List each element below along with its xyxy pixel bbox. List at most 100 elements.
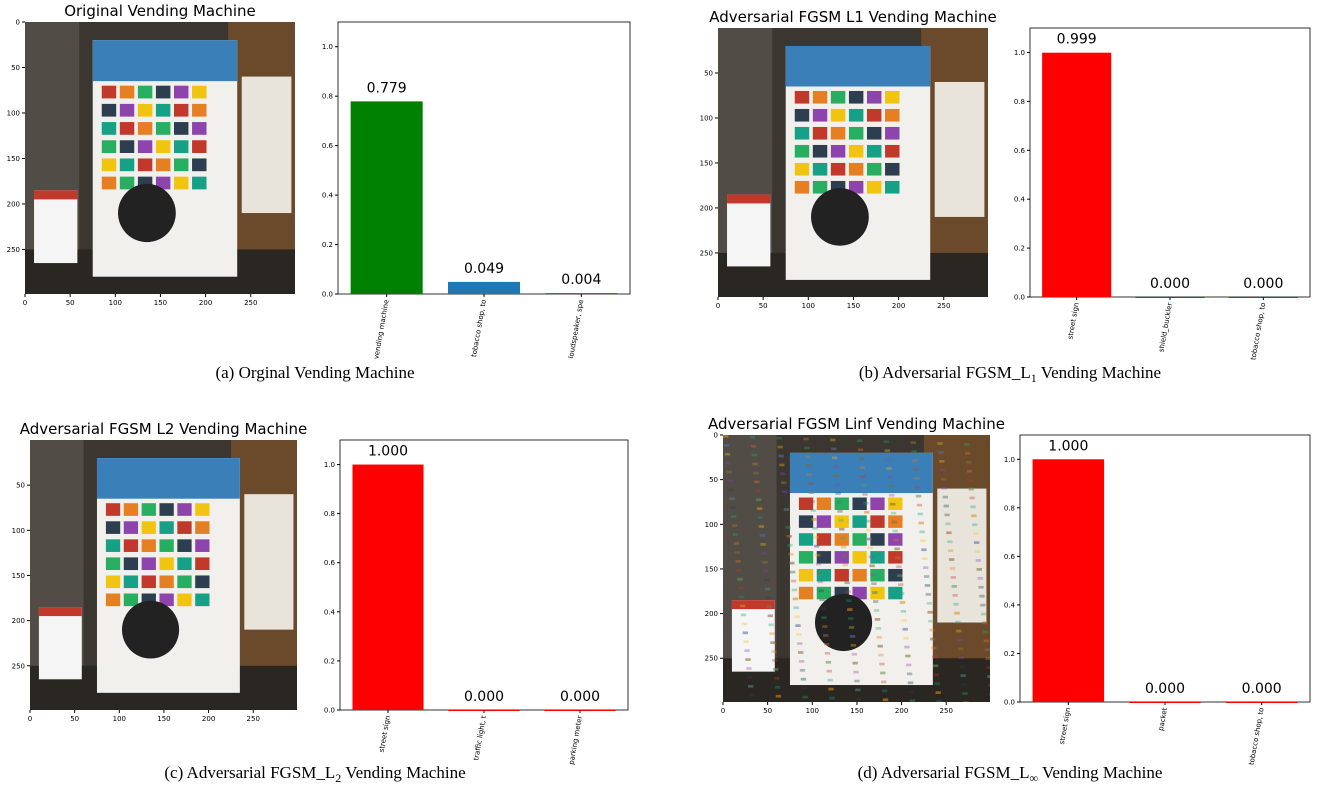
photo-part [834, 568, 849, 582]
noise [926, 601, 932, 605]
photo-part [155, 140, 171, 153]
y-tick-label: 100 [700, 114, 713, 122]
noise [850, 643, 857, 647]
noise [924, 584, 931, 587]
noise [823, 643, 830, 646]
noise [815, 562, 822, 566]
noise [851, 652, 857, 656]
noise [938, 451, 944, 454]
photo-part [866, 144, 882, 158]
noise [771, 650, 777, 653]
y-tick-label: 1.0 [1004, 456, 1015, 464]
photo-part [885, 126, 900, 140]
photo-part [105, 575, 121, 589]
photo-part [123, 521, 139, 534]
noise [816, 571, 823, 575]
noise [782, 499, 789, 502]
noise [866, 537, 873, 541]
noise [961, 683, 967, 686]
noise [911, 450, 917, 453]
photo-part [794, 162, 810, 176]
y-tick-label: 150 [12, 572, 25, 580]
photo-part [105, 521, 121, 534]
noise [833, 474, 840, 477]
noise [776, 436, 782, 440]
photo-part [798, 586, 814, 600]
noise [814, 544, 820, 548]
noise [954, 611, 960, 615]
noise [874, 618, 881, 621]
noise [841, 554, 848, 558]
x-tick-label: shield_buckler [1157, 302, 1174, 353]
photo-part [177, 521, 192, 534]
photo-part [812, 126, 828, 140]
noise [777, 445, 783, 449]
noise [806, 464, 812, 468]
noise [881, 680, 887, 684]
noise [981, 621, 988, 625]
noise [830, 438, 836, 442]
noise [770, 641, 776, 644]
noise [750, 444, 757, 448]
noise [918, 521, 924, 525]
noise [854, 679, 860, 683]
noise [958, 656, 965, 660]
noise [959, 665, 965, 669]
noise [934, 682, 940, 686]
noise [865, 528, 872, 532]
noise [726, 470, 732, 474]
value-label: 1.000 [368, 444, 408, 460]
bar [545, 293, 618, 295]
noise [792, 597, 799, 601]
noise [831, 456, 838, 460]
photo-part [885, 180, 900, 194]
y-tick-label: 200 [700, 204, 713, 212]
photo-part [192, 85, 207, 99]
noise [746, 667, 752, 670]
noise [792, 597, 799, 601]
photo-part [798, 568, 814, 582]
y-tick-label: 0.6 [324, 559, 336, 567]
photo-part [101, 122, 117, 135]
noise [829, 696, 835, 700]
noise [903, 636, 909, 640]
noise [755, 489, 761, 493]
noise [984, 648, 990, 652]
photo-part [195, 521, 210, 534]
x-tick-label: 50 [70, 715, 79, 723]
noise [873, 609, 880, 612]
noise [813, 535, 819, 539]
x-tick-label: 250 [940, 707, 953, 715]
photo-part [848, 126, 864, 140]
noise [954, 611, 960, 615]
noise [948, 549, 954, 552]
noise [870, 573, 876, 577]
photo-part [816, 586, 832, 600]
noise [890, 511, 897, 515]
photo-part [192, 176, 207, 190]
noise [775, 694, 782, 698]
noise [883, 440, 890, 444]
y-tick-label: 50 [704, 69, 713, 77]
noise [914, 476, 920, 480]
noise [910, 441, 916, 444]
noise [742, 631, 749, 635]
noise [925, 593, 932, 596]
x-tick-label: 250 [244, 299, 257, 307]
noise [871, 582, 877, 586]
noise [727, 479, 733, 483]
noise [804, 446, 810, 450]
y-tick-label: 100 [7, 109, 20, 117]
y-tick-label: 50 [11, 64, 20, 72]
noise [920, 539, 926, 543]
noise [806, 473, 813, 477]
y-tick-label: 250 [7, 246, 20, 254]
noise [940, 477, 947, 481]
noise [893, 538, 899, 542]
value-label: 0.000 [1145, 681, 1185, 697]
photo-part [866, 108, 882, 122]
noise [789, 570, 796, 574]
noise [740, 613, 747, 617]
y-tick-label: 0.6 [1014, 147, 1026, 155]
noise [868, 555, 874, 559]
